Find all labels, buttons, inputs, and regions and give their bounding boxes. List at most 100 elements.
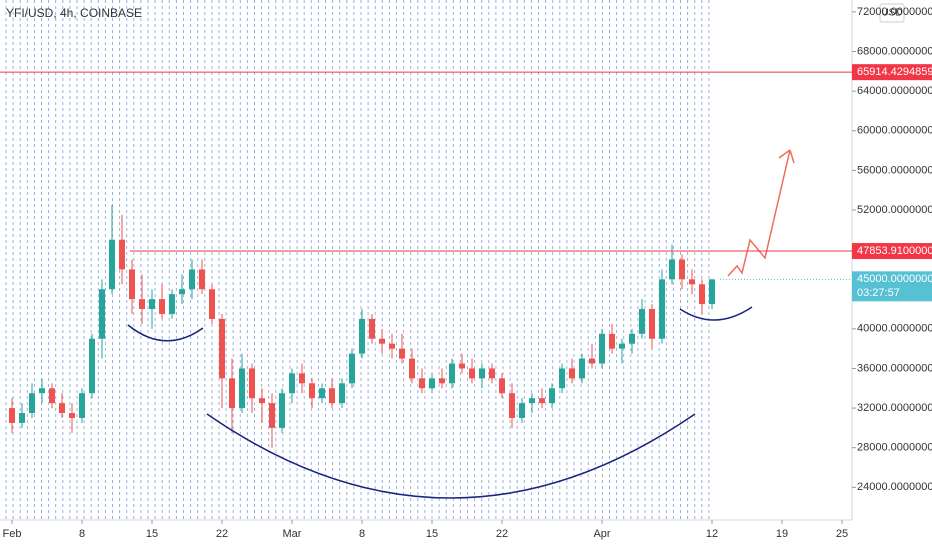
candle-body — [49, 388, 55, 404]
level-badge — [852, 64, 932, 81]
candle-body — [439, 378, 445, 384]
candle-body — [289, 373, 295, 394]
projection-arrow — [727, 149, 795, 277]
candle-body — [449, 363, 455, 384]
candle-body — [79, 393, 85, 418]
candle-body — [409, 358, 415, 379]
last-price-badge — [852, 271, 932, 302]
level-badge — [852, 243, 932, 260]
currency-label: USD — [881, 8, 902, 19]
candle-body — [679, 259, 685, 280]
x-tick-label: 8 — [359, 528, 365, 540]
candle-body — [109, 239, 115, 290]
left-shoulder-arc — [127, 324, 204, 342]
candle-body — [479, 368, 485, 379]
candle-body — [29, 393, 35, 414]
candle-body — [529, 398, 535, 404]
candle-body — [69, 413, 75, 418]
x-tick-label: Mar — [283, 528, 302, 540]
y-tick-label: 24000.00000000 — [857, 481, 932, 493]
candle-body — [249, 368, 255, 399]
candle-body — [639, 309, 645, 334]
level-label: 47853.91000000 — [857, 245, 932, 257]
candle-body — [319, 388, 325, 399]
last-price-label: 45000.00000000 — [857, 273, 932, 285]
candle-body — [219, 318, 225, 379]
candle-body — [379, 338, 385, 344]
y-tick-label: 72000.00000000 — [857, 6, 932, 18]
candle-body — [209, 289, 215, 319]
candle-body — [689, 279, 695, 285]
x-tick-label: 19 — [776, 528, 788, 540]
candle-body — [399, 348, 405, 359]
candle-body — [389, 343, 395, 349]
candle-body — [99, 289, 105, 339]
candle-body — [629, 333, 635, 344]
candle-body — [89, 338, 95, 394]
y-tick-label: 52000.00000000 — [857, 204, 932, 216]
x-tick-label: 8 — [79, 528, 85, 540]
candle-body — [179, 289, 185, 295]
candle-body — [659, 279, 665, 339]
x-tick-label: 22 — [496, 528, 508, 540]
candle-body — [489, 368, 495, 379]
x-tick-label: 25 — [836, 528, 848, 540]
x-tick-label: 15 — [146, 528, 158, 540]
candle-body — [149, 299, 155, 310]
candle-body — [59, 403, 65, 414]
y-tick-label: 56000.00000000 — [857, 164, 932, 176]
candle-body — [359, 318, 365, 354]
chart-title: YFI/USD, 4h, COINBASE — [6, 6, 142, 20]
candle-body — [189, 269, 195, 290]
candle-body — [499, 378, 505, 394]
candle-body — [309, 383, 315, 399]
candle-body — [539, 398, 545, 404]
x-tick-label: Apr — [593, 528, 610, 540]
x-tick-label: 22 — [216, 528, 228, 540]
candle-body — [699, 284, 705, 305]
currency-badge[interactable] — [879, 3, 905, 23]
candle-body — [9, 408, 15, 423]
candle-body — [649, 309, 655, 339]
candle-body — [549, 388, 555, 404]
vertical-guides — [5, 0, 710, 520]
candle-body — [119, 239, 125, 270]
y-tick-label: 60000.00000000 — [857, 125, 932, 137]
y-tick-label: 32000.00000000 — [857, 402, 932, 414]
candle-body — [599, 333, 605, 364]
candle-body — [459, 363, 465, 369]
candle-body — [329, 388, 335, 404]
y-tick-label: 36000.00000000 — [857, 362, 932, 374]
cup-arc — [206, 413, 696, 499]
y-tick-label: 64000.00000000 — [857, 85, 932, 97]
candle-body — [419, 378, 425, 389]
candle-body — [669, 259, 675, 280]
candle-body — [469, 368, 475, 379]
candle-body — [559, 368, 565, 389]
candle-body — [19, 413, 25, 423]
candle-body — [369, 318, 375, 339]
candle-body — [159, 299, 165, 314]
candle-body — [239, 368, 245, 409]
candle-body — [279, 393, 285, 428]
y-tick-label: 40000.00000000 — [857, 323, 932, 335]
plot-area — [9, 205, 715, 448]
candle-body — [129, 269, 135, 300]
candle-body — [259, 398, 265, 404]
y-tick-label: 28000.00000000 — [857, 442, 932, 454]
candle-body — [349, 353, 355, 384]
candle-body — [709, 279, 715, 305]
candle-body — [619, 343, 625, 349]
y-tick-label: 68000.00000000 — [857, 45, 932, 57]
candle-body — [229, 378, 235, 409]
right-shoulder-arc — [679, 306, 753, 321]
x-tick-label: Feb — [3, 528, 22, 540]
candle-body — [39, 388, 45, 394]
candle-body — [139, 299, 145, 310]
candle-body — [339, 383, 345, 404]
candle-body — [299, 373, 305, 384]
candle-body — [609, 333, 615, 349]
candle-body — [269, 403, 275, 428]
